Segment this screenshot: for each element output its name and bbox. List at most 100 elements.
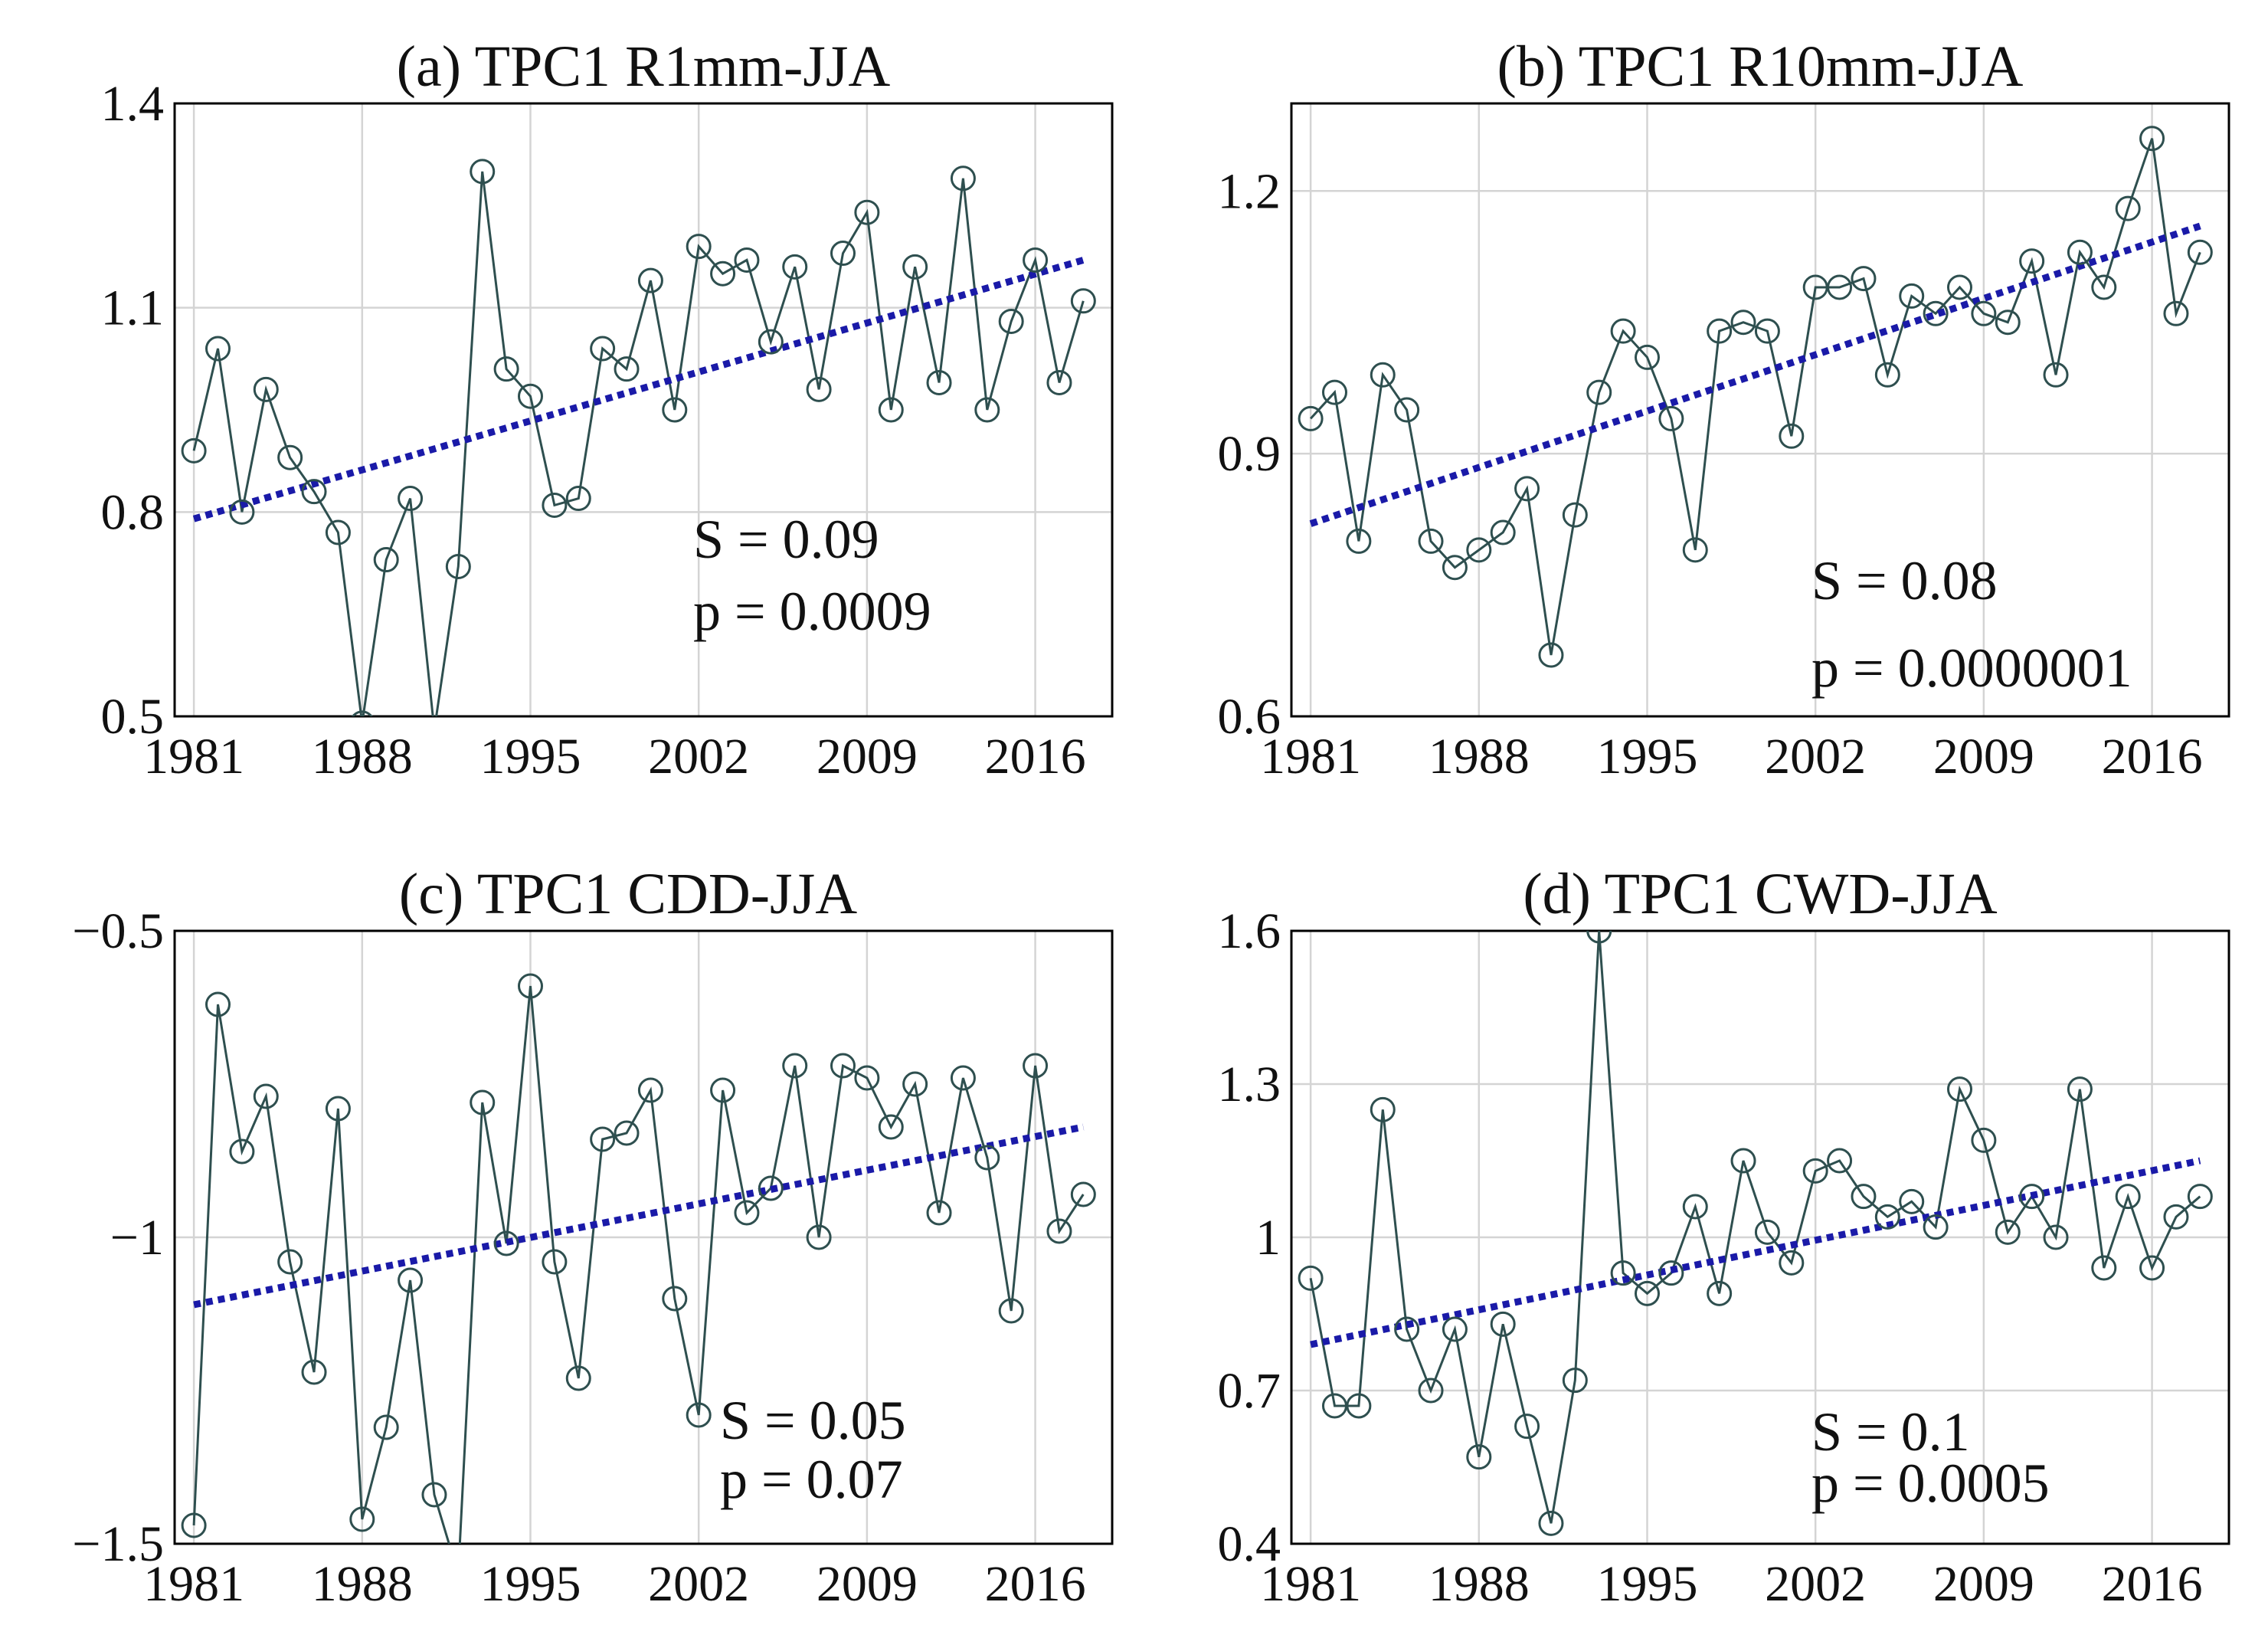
panel-d-xtick-label: 1995 [1596, 1556, 1697, 1612]
panel-c-x-axis: 1981 1988 1995 2002 2009 2016 [143, 1556, 1085, 1612]
panel-c-data-point [926, 1200, 952, 1226]
panel-d-data-point [1418, 1378, 1444, 1404]
panel-d-x-axis: 1981 1988 1995 2002 2009 2016 [1260, 1556, 2202, 1612]
panel-d-data-point [2163, 1204, 2189, 1230]
panel-d-ytick-label: 1 [1255, 1210, 1281, 1266]
panel-d-data-point [1995, 1219, 2021, 1245]
panel-c-xtick-label: 2002 [648, 1556, 749, 1612]
panel-b-data-point [1394, 397, 1420, 423]
panel-c-data-point [974, 1145, 1000, 1171]
panel-b: (b) TPC1 R10mm-JJA 0.6 0.9 1.2 1981 1988 199… [1218, 34, 2230, 785]
panel-b-data-point [1874, 362, 1900, 388]
panel-a-data-point [423, 719, 446, 742]
panel-c-data-point [902, 1071, 928, 1097]
panel-b-data-point [1946, 274, 1972, 300]
panel-d-series-line [1309, 931, 2201, 1524]
panel-a-data-point [974, 397, 1000, 423]
panel-a-data-point [1023, 247, 1049, 273]
panel-d-data-point [1634, 1280, 1660, 1306]
panel-c-data-point [277, 1249, 303, 1275]
panel-b-data-point [1321, 379, 1347, 405]
panel-d-data-point [1923, 1214, 1949, 1240]
panel-b-data-point [1730, 310, 1756, 336]
panel-c-data-point [349, 1506, 375, 1532]
panel-b-ytick-label: 0.9 [1218, 426, 1281, 482]
panel-c-xtick-label: 1981 [143, 1556, 244, 1612]
panel-b-ytick-label: 0.6 [1218, 689, 1281, 745]
panel-b-xtick-label: 2009 [1933, 729, 2034, 785]
panel-a-xtick-label: 1995 [479, 729, 581, 785]
panel-b-data-point [2163, 300, 2189, 326]
panel-b-data-point [2019, 248, 2045, 274]
panel-d-data-point [1802, 1158, 1828, 1184]
panel-a-data-point [277, 444, 303, 470]
panel-b-data-point [1298, 405, 1324, 431]
panel-d-data-point [1586, 931, 1612, 944]
panel-d-ytick-label: 1.3 [1218, 1057, 1281, 1112]
panel-d-data-point [2115, 1184, 2141, 1210]
panel-a-data-point [1046, 369, 1072, 395]
panel-a-data-point [542, 492, 568, 518]
panel-c-data-point [542, 1249, 568, 1275]
panel-a-frame [173, 102, 1114, 718]
panel-c-data-point [998, 1298, 1024, 1324]
panel-b-xtick-label: 1988 [1429, 729, 1530, 785]
panel-b-data-point [1995, 310, 2021, 336]
panel-c-xtick-label: 1995 [479, 1556, 581, 1612]
panel-d-data-point [2091, 1255, 2117, 1281]
panel-b-grid [1291, 103, 2229, 718]
panel-a-data-point [806, 376, 832, 402]
panel-b-data-point [1707, 318, 1733, 344]
panel-d: (d) TPC1 CWD-JJA 0.40.711.31.6 1981 1988 1… [1218, 862, 2230, 1612]
panel-c-data-point [782, 1053, 808, 1079]
panel-b-data-point [1586, 379, 1612, 405]
panel-a-data-point [734, 247, 760, 273]
panel-c-data-point [614, 1120, 640, 1146]
panel-d-data-point [1562, 1368, 1588, 1394]
panel-b-data-point [1634, 344, 1660, 370]
panel-d-data-point [1538, 1510, 1564, 1536]
panel-a-pvalue-label: p = 0.0009 [693, 581, 931, 642]
panel-b-data-point [1514, 476, 1540, 502]
panel-c-xtick-label: 2009 [817, 1556, 918, 1612]
panel-b-trend-line [1309, 222, 2201, 527]
panel-a-data-point [637, 267, 663, 293]
panel-d-pvalue-label: p = 0.0005 [1811, 1453, 2050, 1514]
panel-d-data-point [1514, 1414, 1540, 1440]
panel-c-data-point [1023, 1053, 1049, 1079]
panel-c-y-axis: −1.5 −1 −0.5 [72, 903, 164, 1572]
panel-b-data-point [2115, 195, 2141, 221]
panel-d-data-point [1946, 1076, 1972, 1102]
panel-a-data-point [998, 308, 1024, 334]
panel-d-plot [1298, 931, 2213, 1536]
panel-c-data-point [1070, 1181, 1096, 1207]
panel-a-ytick-label: 1.1 [101, 280, 165, 336]
panel-d-data-point [2139, 1255, 2165, 1281]
panel-b-xtick-label: 2016 [2102, 729, 2203, 785]
panel-d-title: (d) TPC1 CWD-JJA [1523, 862, 1997, 926]
panel-d-slope-label: S = 0.1 [1811, 1401, 1970, 1463]
panel-c-data-point [565, 1365, 591, 1391]
panel-c-data-point [421, 1482, 447, 1508]
panel-a-data-point [253, 376, 279, 402]
panel-d-xtick-label: 2009 [1933, 1556, 2034, 1612]
panel-c-data-point [710, 1077, 736, 1103]
panel-a-data-point [1070, 288, 1096, 314]
panel-a-data-point [301, 479, 327, 505]
panel-c-pvalue-label: p = 0.07 [720, 1449, 903, 1510]
panel-c-data-point [1046, 1218, 1072, 1244]
panel-b-data-point [1538, 642, 1564, 668]
panel-b-data-point [2091, 274, 2117, 300]
panel-a-data-point [517, 383, 543, 409]
panel-d-data-point [1779, 1250, 1805, 1276]
panel-c-data-point [181, 1512, 207, 1538]
panel-a-data-point [902, 254, 928, 280]
panel-c-xtick-label: 1988 [312, 1556, 413, 1612]
panel-c-data-point [734, 1200, 760, 1226]
panel-b-data-point [1490, 519, 1516, 545]
panel-b-data-point [1851, 266, 1877, 292]
panel-a-data-point [710, 260, 736, 287]
panel-d-data-point [1899, 1188, 1925, 1214]
panel-b-title: (b) TPC1 R10mm-JJA [1497, 34, 2024, 99]
